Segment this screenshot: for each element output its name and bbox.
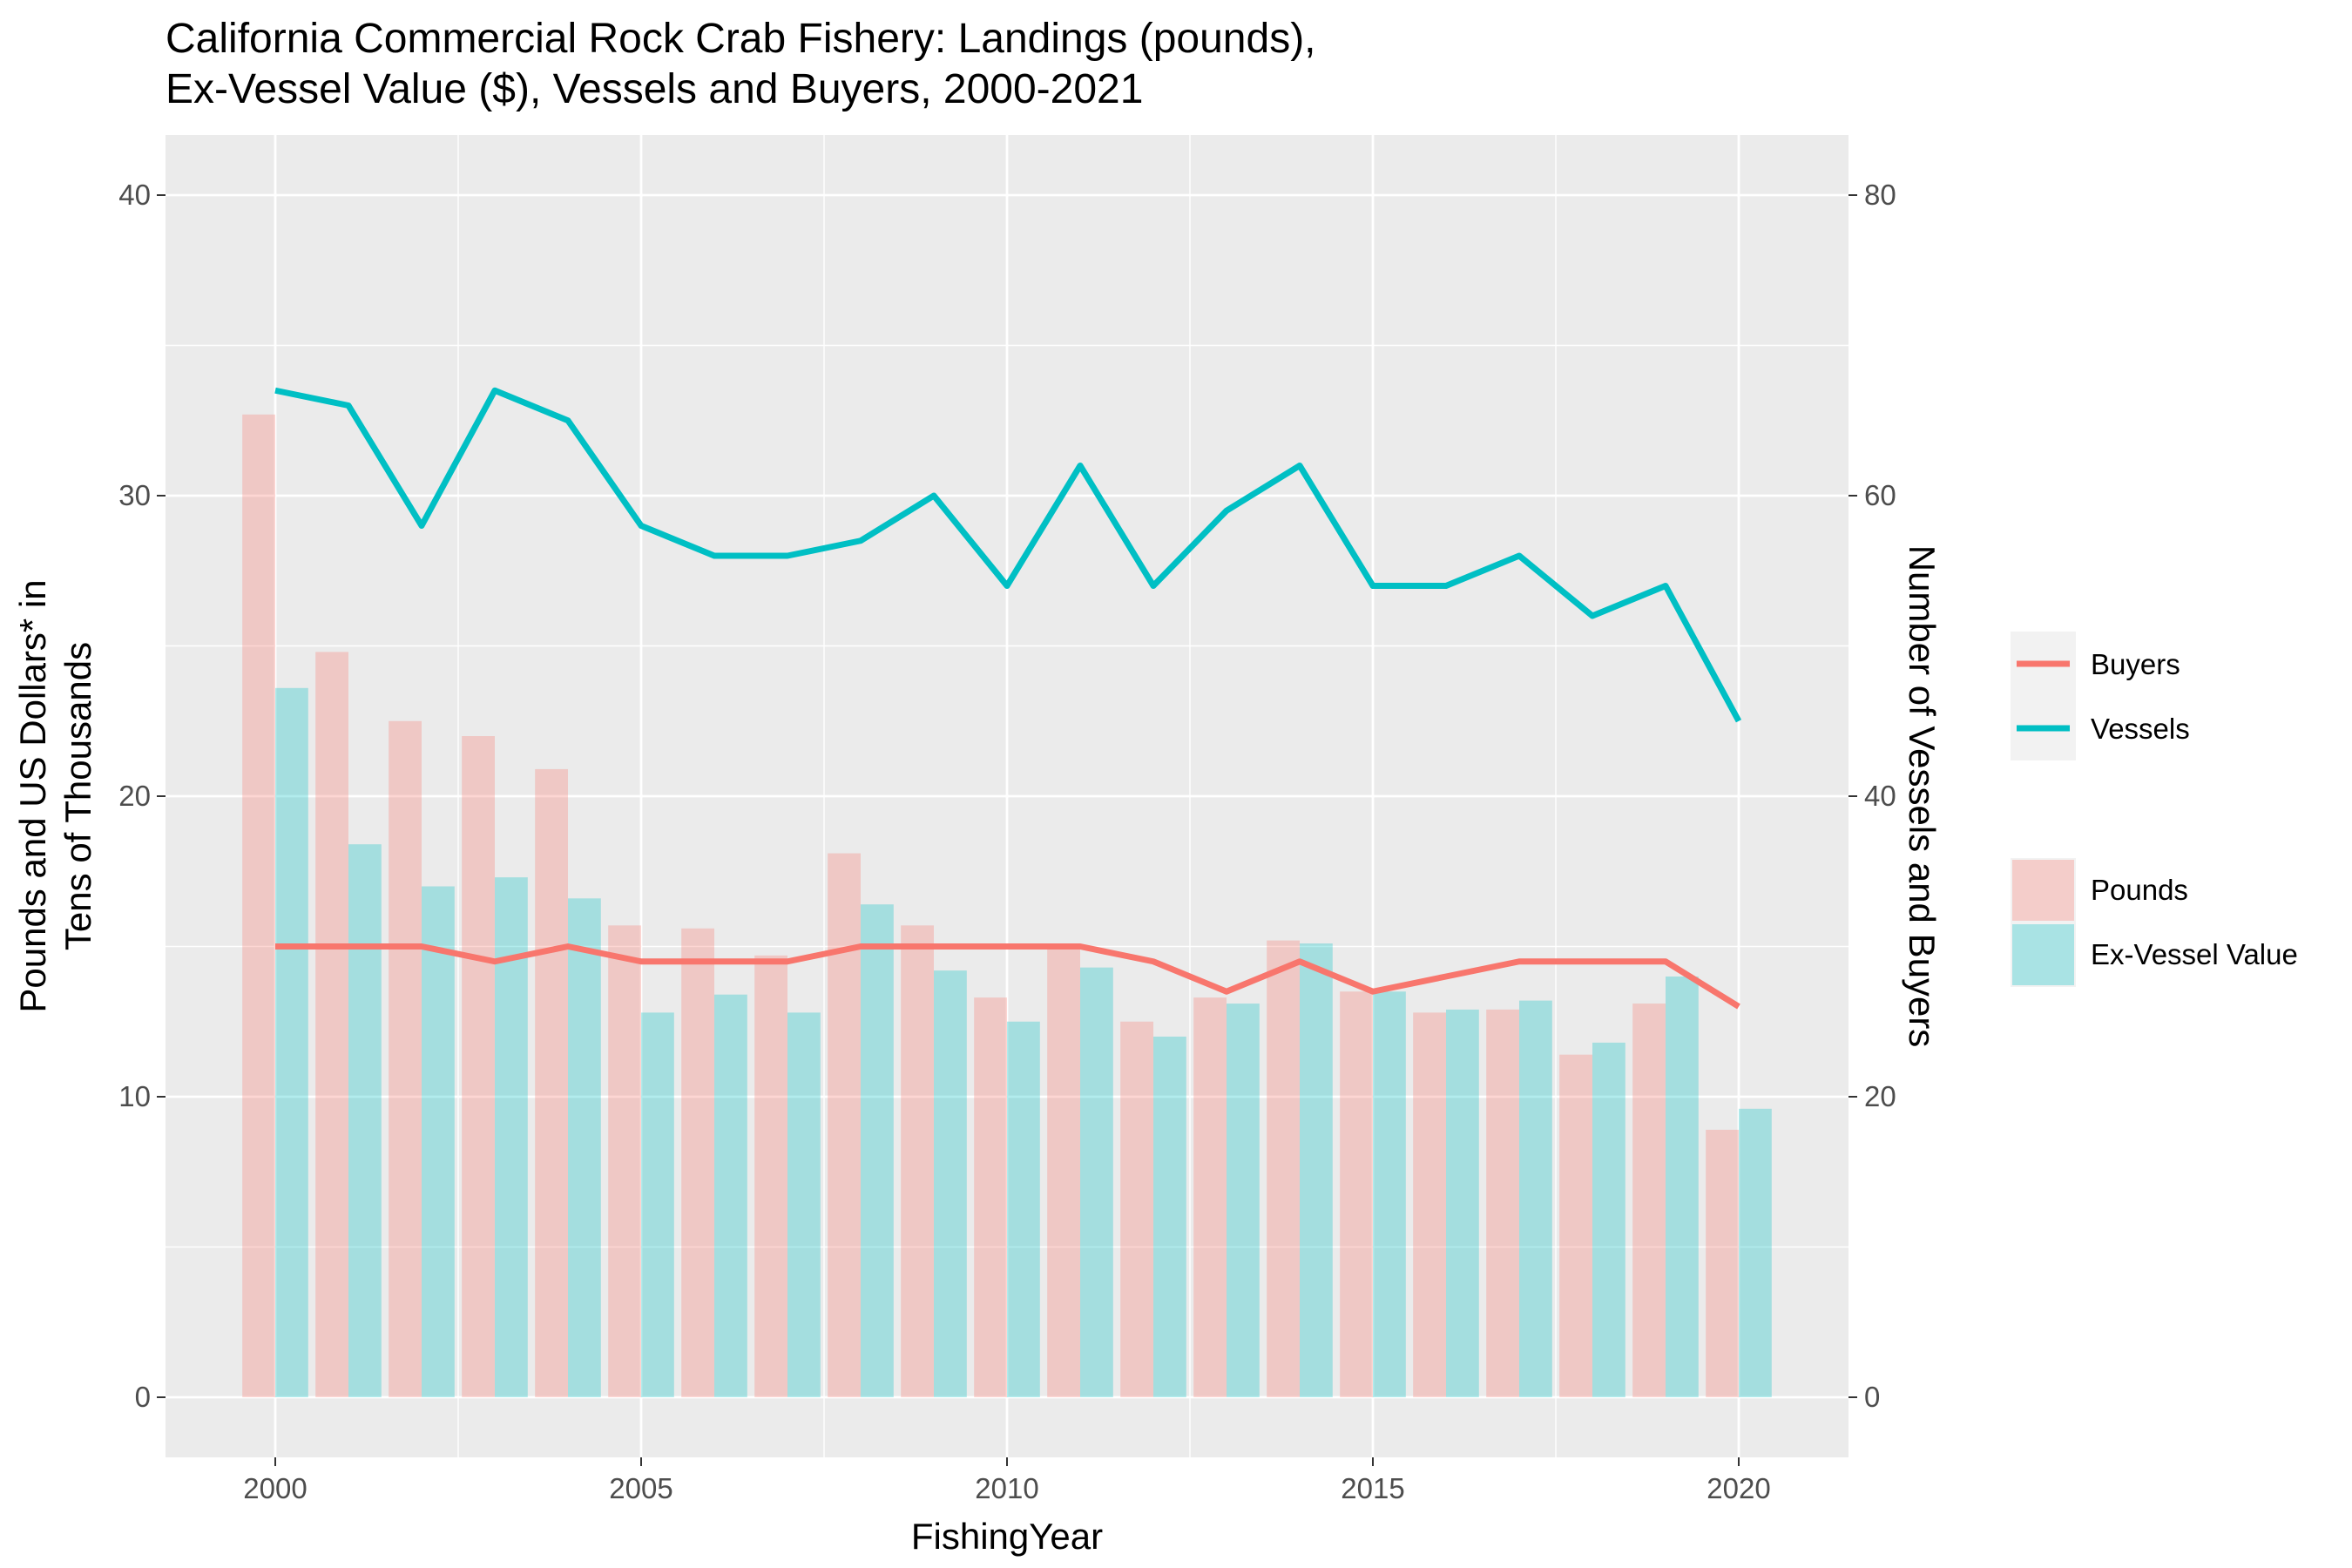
bar-ex-vessel-value xyxy=(1739,1108,1772,1397)
bar-ex-vessel-value xyxy=(1153,1037,1186,1397)
bar-pounds xyxy=(1340,991,1373,1397)
bar-ex-vessel-value xyxy=(934,970,967,1397)
legend-label-pounds: Pounds xyxy=(2091,874,2188,906)
y-tick-label: 10 xyxy=(118,1080,151,1112)
legend-key-bg xyxy=(2011,923,2076,987)
y-axis-title-left: Pounds and US Dollars* in Tens of Thousa… xyxy=(12,579,98,1012)
bar-ex-vessel-value xyxy=(1080,967,1113,1397)
bar-pounds xyxy=(535,768,568,1397)
bar-pounds xyxy=(901,925,934,1397)
y2-tick-label: 80 xyxy=(1864,179,1896,211)
chart-title: California Commercial Rock Crab Fishery:… xyxy=(166,16,1316,112)
bar-ex-vessel-value xyxy=(714,994,747,1397)
legend-key-ex-vessel-value xyxy=(2012,924,2074,985)
bar-ex-vessel-value xyxy=(1446,1009,1479,1397)
y2-tick-label: 20 xyxy=(1864,1080,1896,1112)
bar-pounds xyxy=(1267,940,1300,1397)
bar-pounds xyxy=(828,853,861,1397)
bar-ex-vessel-value xyxy=(787,1012,821,1397)
chart-title-line-2: Ex-Vessel Value ($), Vessels and Buyers,… xyxy=(166,66,1143,112)
bar-pounds xyxy=(389,720,422,1397)
bar-pounds xyxy=(608,925,641,1397)
legend-fill: Pounds Ex-Vessel Value xyxy=(2011,858,2298,987)
bar-pounds xyxy=(1413,1012,1446,1397)
line-buyers xyxy=(275,943,1740,1010)
bar-ex-vessel-value xyxy=(861,904,894,1397)
bar-pounds xyxy=(462,736,495,1397)
bar-pounds xyxy=(1047,946,1080,1397)
x-axis-title: FishingYear xyxy=(911,1516,1103,1557)
bar-pounds xyxy=(1193,997,1227,1397)
line-vessels xyxy=(274,387,1742,723)
y-axis-title-right: Number of Vessels and Buyers xyxy=(1902,545,1943,1048)
x-tick-label: 2005 xyxy=(609,1472,672,1504)
y-axis-left: 0 10 20 30 40 xyxy=(118,179,166,1413)
bar-pounds xyxy=(1632,1004,1666,1397)
legend-label-ex-vessel-value: Ex-Vessel Value xyxy=(2091,938,2298,970)
legend-label-vessels: Vessels xyxy=(2091,713,2190,745)
y-tick-label: 40 xyxy=(118,179,151,211)
x-tick-label: 2020 xyxy=(1707,1472,1770,1504)
bar-pounds xyxy=(1559,1054,1592,1397)
bar-ex-vessel-value xyxy=(568,898,601,1397)
bar-ex-vessel-value xyxy=(1373,991,1406,1397)
bar-ex-vessel-value xyxy=(1227,1004,1260,1397)
y-tick-label: 30 xyxy=(118,479,151,511)
bar-pounds xyxy=(242,414,275,1398)
bar-pounds xyxy=(1120,1021,1153,1397)
line-layer xyxy=(274,387,1742,1010)
y2-tick-label: 40 xyxy=(1864,780,1896,812)
y2-tick-label: 60 xyxy=(1864,479,1896,511)
legend-label-buyers: Buyers xyxy=(2091,648,2180,680)
y-axis-title-line-1: Pounds and US Dollars* in xyxy=(12,579,53,1012)
legend-lines-keys-bg xyxy=(2011,632,2076,760)
bar-ex-vessel-value xyxy=(422,886,455,1397)
bar-layer xyxy=(242,414,1772,1398)
y-axis-right: 0 20 40 60 80 xyxy=(1848,179,1896,1413)
bar-ex-vessel-value xyxy=(1666,977,1699,1397)
y-axis-title-line-2: Tens of Thousands xyxy=(57,642,98,950)
chart-title-line-1: California Commercial Rock Crab Fishery:… xyxy=(166,16,1316,62)
bar-ex-vessel-value xyxy=(1592,1042,1625,1397)
legend-key-pounds xyxy=(2012,860,2074,921)
y-tick-label: 0 xyxy=(135,1381,151,1413)
bar-pounds xyxy=(681,928,714,1397)
major-gridlines xyxy=(166,135,1848,1457)
y-tick-label: 20 xyxy=(118,780,151,812)
legend-lines: Buyers Vessels xyxy=(2011,632,2190,760)
x-tick-label: 2015 xyxy=(1341,1472,1404,1504)
bar-pounds xyxy=(754,955,787,1397)
bar-ex-vessel-value xyxy=(348,844,382,1397)
x-tick-label: 2000 xyxy=(243,1472,307,1504)
bar-ex-vessel-value xyxy=(1300,943,1333,1397)
bar-ex-vessel-value xyxy=(1519,1000,1552,1397)
bar-ex-vessel-value xyxy=(495,877,528,1397)
bar-ex-vessel-value xyxy=(1007,1021,1040,1397)
bar-pounds xyxy=(1706,1129,1739,1397)
legend-key-bg xyxy=(2011,858,2076,923)
bar-ex-vessel-value xyxy=(275,687,308,1397)
y2-tick-label: 0 xyxy=(1864,1381,1880,1413)
bar-pounds xyxy=(315,652,348,1397)
bar-ex-vessel-value xyxy=(641,1012,674,1397)
x-axis: 2000 2005 2010 2015 2020 xyxy=(243,1457,1771,1504)
bar-pounds xyxy=(974,997,1007,1397)
bar-pounds xyxy=(1486,1009,1519,1397)
x-tick-label: 2010 xyxy=(975,1472,1038,1504)
